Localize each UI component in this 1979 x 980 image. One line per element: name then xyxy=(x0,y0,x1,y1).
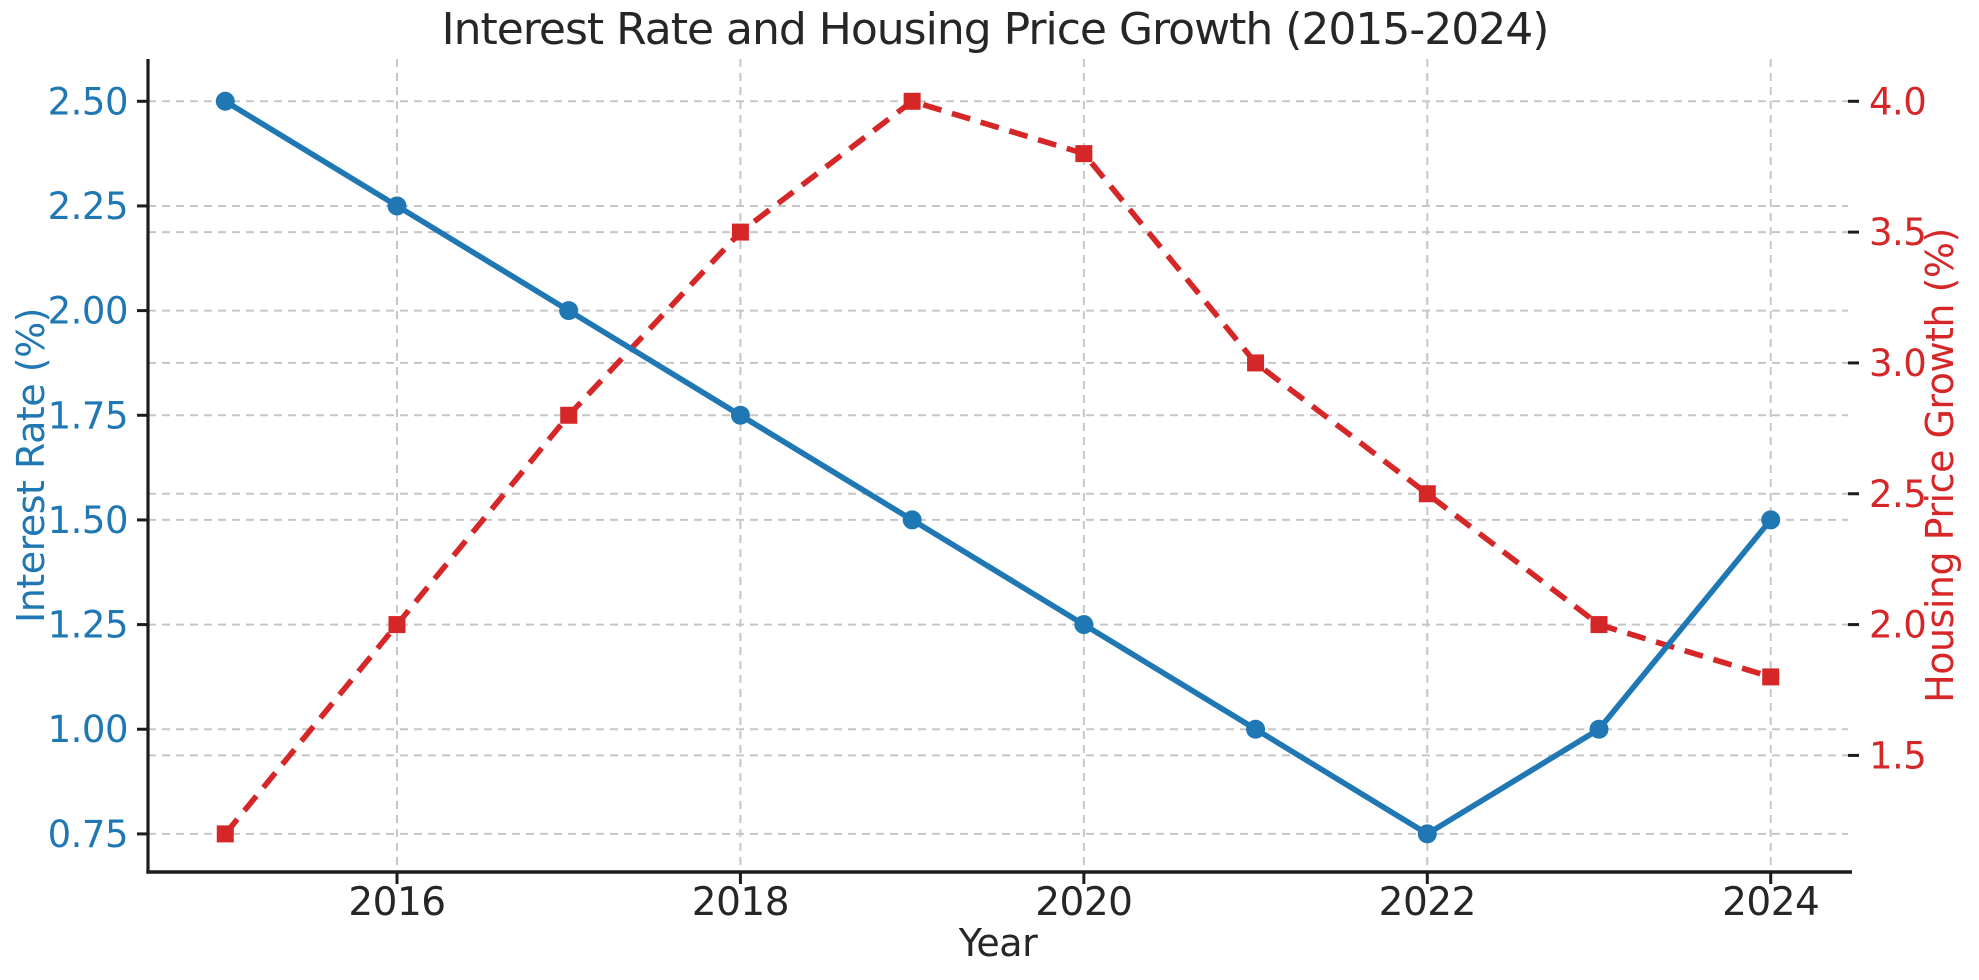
interest-rate-line xyxy=(223,98,1773,837)
housing-growth-point xyxy=(388,616,406,634)
housing-growth-point xyxy=(903,92,921,110)
housing-growth-point xyxy=(731,223,749,241)
interest-rate-point xyxy=(1246,719,1266,739)
y-left-tick-label: 1.00 xyxy=(48,708,128,751)
y-left-tick-label: 1.50 xyxy=(48,499,128,542)
y-left-tick-label: 2.50 xyxy=(48,80,128,123)
x-axis-label: Year xyxy=(958,921,1038,965)
y-right-tick-label: 2.5 xyxy=(1869,473,1926,516)
series-layer xyxy=(215,91,1781,844)
housing-growth-point xyxy=(216,825,234,843)
y-right-axis-label: Housing Price Growth (%) xyxy=(1918,228,1962,703)
y-left-tick-label: 0.75 xyxy=(48,813,128,856)
interest-rate-point xyxy=(1761,510,1781,530)
y-right-tick-label: 3.5 xyxy=(1869,211,1926,254)
x-tick-label: 2018 xyxy=(692,880,789,925)
interest-rate-point xyxy=(1589,719,1609,739)
y-left-tick-label: 2.25 xyxy=(48,185,128,228)
housing-growth-point xyxy=(1075,145,1093,163)
housing-growth-point xyxy=(560,406,578,424)
housing-growth-point xyxy=(1762,668,1780,686)
housing-growth-point xyxy=(1418,485,1436,503)
axis-layer: 0.75 1.00 1.25 1.50 1.75 2.00 2.25 2.50 1.5 2.0 2.… xyxy=(48,59,1927,925)
interest-rate-point xyxy=(387,196,407,216)
y-right-tick-label: 1.5 xyxy=(1869,734,1926,777)
chart-title: Interest Rate and Housing Price Growth (… xyxy=(442,4,1549,55)
housing-growth-point xyxy=(1247,354,1265,372)
y-left-tick-label: 1.75 xyxy=(48,394,128,437)
x-tick-label: 2020 xyxy=(1035,880,1132,925)
interest-rate-point xyxy=(1074,615,1094,635)
housing-growth-point xyxy=(1590,616,1608,634)
interest-rate-point xyxy=(902,510,922,530)
y-left-tick-label: 1.25 xyxy=(48,604,128,647)
x-tick-label: 2024 xyxy=(1722,880,1819,925)
x-tick-label: 2016 xyxy=(348,880,445,925)
y-right-tick-label: 2.0 xyxy=(1869,604,1926,647)
interest-rate-point xyxy=(730,405,750,425)
interest-rate-point xyxy=(559,301,579,321)
y-right-tick-label: 3.0 xyxy=(1869,342,1926,385)
y-right-tick-label: 4.0 xyxy=(1869,80,1926,123)
interest-rate-point xyxy=(215,91,235,111)
housing-growth-line xyxy=(223,98,1772,836)
x-tick-label: 2022 xyxy=(1379,880,1476,925)
grid-layer xyxy=(148,59,1848,872)
y-left-axis-label: Interest Rate (%) xyxy=(9,308,53,623)
interest-rate-point xyxy=(1417,824,1437,844)
y-left-tick-label: 2.00 xyxy=(48,290,128,333)
